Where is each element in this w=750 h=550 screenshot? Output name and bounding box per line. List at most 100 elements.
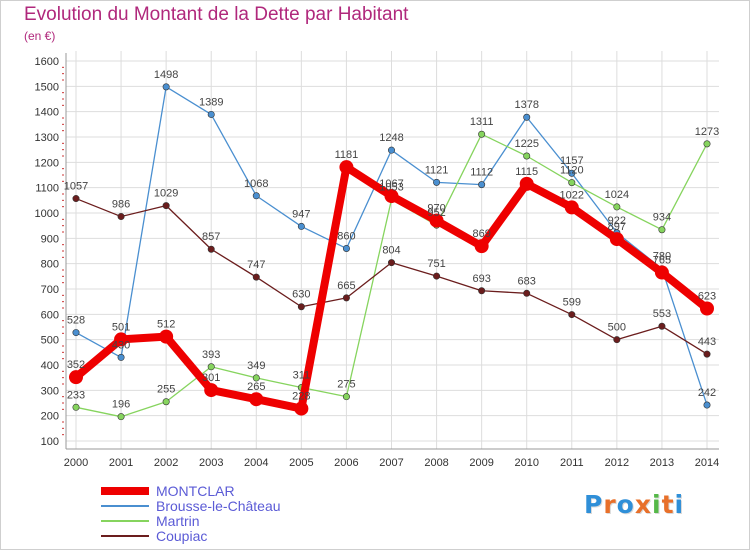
- legend-label: MONTCLAR: [156, 483, 235, 499]
- data-label-0-11: 1022: [560, 189, 584, 201]
- y-tick-label: 100: [41, 436, 59, 448]
- data-label-1-1: 430: [112, 339, 130, 351]
- data-label-1-9: 1112: [470, 167, 493, 179]
- data-label-1-14: 242: [698, 387, 716, 399]
- point-0-13: [654, 265, 669, 280]
- y-minor-tick: [62, 269, 64, 271]
- point-3-8: [433, 272, 441, 280]
- point-1-1: [117, 353, 125, 361]
- y-minor-tick: [62, 66, 64, 68]
- y-tick-label: 600: [41, 309, 59, 321]
- data-label-2-6: 275: [337, 379, 355, 391]
- point-0-8: [429, 213, 444, 228]
- y-minor-tick: [62, 320, 64, 322]
- point-2-3: [207, 363, 215, 371]
- y-minor-tick: [62, 402, 64, 404]
- y-minor-tick: [62, 174, 64, 176]
- x-tick-label: 2001: [109, 457, 133, 469]
- y-minor-tick: [62, 73, 64, 75]
- x-tick-label: 2007: [379, 457, 403, 469]
- legend-item: Coupiac: [101, 528, 421, 544]
- x-tick-label: 2004: [244, 457, 268, 469]
- y-minor-tick: [62, 307, 64, 309]
- y-tick-label: 1100: [35, 183, 59, 195]
- y-minor-tick: [62, 193, 64, 195]
- y-minor-tick: [62, 142, 64, 144]
- data-label-3-7: 804: [382, 245, 400, 257]
- data-label-1-13: 780: [653, 251, 671, 263]
- y-minor-tick: [62, 98, 64, 100]
- y-tick-label: 1600: [35, 56, 59, 68]
- y-minor-tick: [62, 427, 64, 429]
- data-label-2-1: 196: [112, 399, 130, 411]
- chart-title: Evolution du Montant de la Dette par Hab…: [24, 4, 409, 25]
- data-label-3-8: 751: [427, 258, 445, 270]
- point-3-9: [478, 287, 486, 295]
- data-label-0-14: 623: [698, 291, 716, 303]
- line-chart: 100 200 300 400 500 600 700 800 900 1000 1100 1200 1…: [35, 51, 719, 469]
- y-minor-tick: [62, 294, 64, 296]
- data-label-2-0: 233: [67, 389, 85, 401]
- y-tick-label: 1500: [35, 81, 59, 93]
- data-label-1-6: 860: [337, 230, 355, 242]
- x-tick-label: 2002: [154, 457, 178, 469]
- x-tick-label: 2014: [695, 457, 719, 469]
- legend-swatch: [101, 520, 149, 522]
- data-label-3-11: 599: [563, 297, 581, 309]
- y-minor-tick: [62, 256, 64, 258]
- point-0-9: [474, 239, 489, 254]
- data-label-0-2: 512: [157, 319, 175, 331]
- legend: MONTCLAR Brousse-le-Château Martrin Coupiac: [101, 483, 421, 544]
- data-label-1-0: 528: [67, 315, 85, 327]
- y-minor-tick: [62, 130, 64, 132]
- x-tick-label: 2000: [64, 457, 88, 469]
- x-tick-label: 2003: [199, 457, 223, 469]
- data-label-2-4: 349: [247, 360, 265, 372]
- point-0-0: [69, 370, 83, 385]
- data-label-2-8: 952: [427, 207, 445, 219]
- y-minor-tick: [62, 79, 64, 81]
- data-label-2-5: 311: [293, 370, 311, 382]
- data-label-3-0: 1057: [64, 181, 88, 193]
- data-label-3-4: 747: [247, 259, 265, 271]
- legend-item: MONTCLAR: [101, 483, 421, 499]
- data-label-1-4: 1068: [244, 178, 268, 190]
- y-minor-tick: [62, 104, 64, 106]
- data-label-3-5: 630: [292, 289, 310, 301]
- point-1-6: [342, 244, 350, 252]
- y-minor-tick: [62, 408, 64, 410]
- y-tick-label: 500: [41, 335, 59, 347]
- data-label-3-9: 693: [472, 273, 490, 285]
- y-minor-tick: [62, 206, 64, 208]
- point-2-4: [252, 374, 260, 382]
- point-2-11: [568, 179, 576, 187]
- y-minor-tick: [62, 117, 64, 119]
- data-label-0-6: 1181: [335, 149, 359, 161]
- point-3-1: [117, 213, 125, 221]
- point-2-2: [162, 398, 170, 406]
- legend-label: Brousse-le-Château: [156, 498, 281, 514]
- legend-swatch: [101, 487, 149, 495]
- y-minor-tick: [62, 180, 64, 182]
- point-1-14: [703, 401, 711, 409]
- data-label-1-2: 1498: [154, 69, 178, 81]
- y-tick-label: 700: [41, 284, 59, 296]
- x-tick-label: 2008: [424, 457, 448, 469]
- data-label-1-12: 922: [608, 215, 626, 227]
- point-3-12: [613, 336, 621, 344]
- data-label-1-11: 1157: [560, 155, 584, 167]
- y-minor-tick: [62, 358, 64, 360]
- data-label-0-4: 265: [247, 381, 265, 393]
- data-label-3-3: 857: [202, 231, 220, 243]
- data-label-1-10: 1378: [514, 99, 538, 111]
- axes: 100 200 300 400 500 600 700 800 900 1000 1100 1200 1…: [35, 53, 719, 469]
- y-minor-tick: [62, 345, 64, 347]
- x-tick-label: 2009: [469, 457, 493, 469]
- data-label-2-3: 393: [202, 349, 220, 361]
- point-1-8: [433, 178, 441, 186]
- y-tick-label: 200: [41, 411, 59, 423]
- point-3-6: [342, 294, 350, 302]
- data-label-3-10: 683: [518, 275, 536, 287]
- data-label-3-1: 986: [112, 199, 130, 211]
